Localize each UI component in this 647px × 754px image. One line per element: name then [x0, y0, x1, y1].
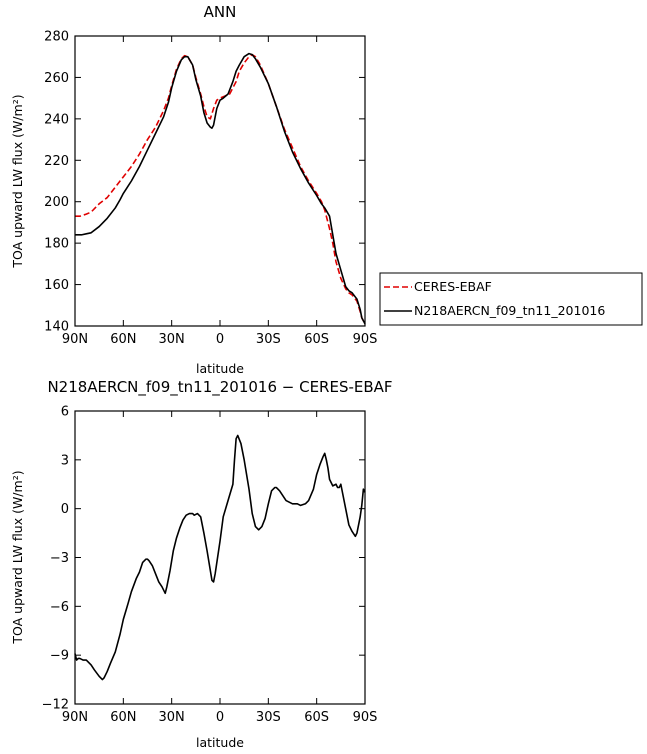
bottom-y-tick-label: −12 [42, 698, 69, 713]
top-y-axis-label: TOA upward LW flux (W/m²) [10, 94, 25, 268]
top-series-line-n218aercn-f09-tn11-201016 [75, 52, 366, 325]
bottom-series-line-0 [74, 434, 366, 681]
top-series-line-ceres-ebaf [75, 53, 366, 325]
bottom-y-tick-label: 6 [61, 405, 69, 420]
top-series-lines [75, 52, 366, 325]
top-y-tick-label: 160 [44, 278, 69, 293]
bottom-series-lines [74, 434, 366, 681]
bottom-y-tick-label: −3 [50, 551, 69, 566]
top-panel: ANN 90N 60N 30N 0 30S 60S 90S 140 160 180 200 220 24… [10, 3, 643, 376]
legend: CERES-EBAF N218AERCN_f09_tn11_201016 [379, 272, 643, 326]
top-y-tick-label: 200 [44, 195, 69, 210]
top-x-tick-label: 60S [304, 332, 329, 347]
top-chart-title: ANN [204, 3, 237, 21]
top-y-tick-label: 220 [44, 154, 69, 169]
top-x-tick-label: 60N [110, 332, 136, 347]
bottom-chart-title: N218AERCN_f09_tn11_201016 − CERES-EBAF [47, 378, 392, 397]
bottom-x-tick-label: 90N [62, 710, 88, 725]
bottom-x-axis-label: latitude [196, 735, 244, 750]
top-x-axis-label: latitude [196, 361, 244, 376]
legend-box [379, 272, 643, 326]
top-y-tick-label: 280 [44, 30, 69, 45]
top-x-tick-label: 90S [353, 332, 378, 347]
bottom-x-tick-label: 0 [216, 710, 224, 725]
bottom-y-tick-label: 3 [61, 453, 69, 468]
top-x-tick-label: 0 [216, 332, 224, 347]
top-y-tick-label: 180 [44, 237, 69, 252]
top-ticks [74, 35, 366, 327]
top-tick-labels: 90N 60N 30N 0 30S 60S 90S 140 160 180 200 220 240 260… [44, 30, 377, 348]
top-x-tick-label: 30N [159, 332, 185, 347]
top-y-tick-label: 240 [44, 112, 69, 127]
bottom-y-tick-label: 0 [61, 502, 69, 517]
bottom-x-tick-label: 30S [256, 710, 281, 725]
bottom-y-tick-label: −9 [50, 649, 69, 664]
bottom-tick-labels: 90N 60N 30N 0 30S 60S 90S −12 −9 −6 −3 0 3 6 [42, 405, 378, 726]
bottom-y-axis-label: TOA upward LW flux (W/m²) [10, 470, 25, 644]
top-x-tick-label: 90N [62, 332, 88, 347]
bottom-x-tick-label: 60N [110, 710, 136, 725]
legend-label-model: N218AERCN_f09_tn11_201016 [414, 303, 605, 318]
top-y-tick-label: 140 [44, 320, 69, 335]
top-plot-frame [74, 35, 366, 327]
bottom-y-tick-label: −6 [50, 600, 69, 615]
bottom-x-tick-label: 90S [353, 710, 378, 725]
bottom-ticks [74, 410, 366, 705]
legend-label-ceres-ebaf: CERES-EBAF [414, 279, 492, 294]
bottom-panel: N218AERCN_f09_tn11_201016 − CERES-EBAF 9… [10, 378, 393, 750]
bottom-plot-frame [74, 410, 366, 705]
bottom-x-tick-label: 30N [159, 710, 185, 725]
top-x-tick-label: 30S [256, 332, 281, 347]
bottom-x-tick-label: 60S [304, 710, 329, 725]
top-y-tick-label: 260 [44, 71, 69, 86]
